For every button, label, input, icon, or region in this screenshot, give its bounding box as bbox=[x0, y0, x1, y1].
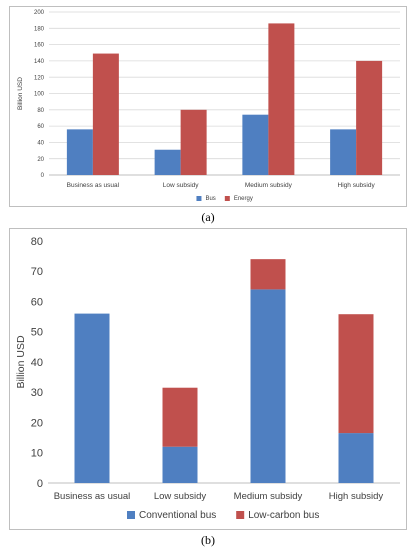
panel-label-b: (b) bbox=[201, 533, 215, 547]
chart-a-y-tick-label: 60 bbox=[37, 124, 44, 130]
chart-a-y-tick-label: 80 bbox=[37, 108, 44, 114]
chart-b-x-tick-label: High subsidy bbox=[329, 491, 384, 502]
chart-b-legend-label-0: Conventional bus bbox=[139, 510, 216, 521]
chart-a: 0 20 40 60 80 100 120 140 160 180 200 Billion USD Bu… bbox=[17, 10, 400, 202]
chart-a-x-tick-label: Business as usual bbox=[67, 182, 120, 189]
chart-a-legend-swatch-1 bbox=[224, 196, 230, 201]
chart-b-y-axis-title: Billion USD bbox=[15, 335, 27, 389]
chart-b-y-tick-label: 80 bbox=[31, 236, 43, 248]
chart-b-x-tick-label: Business as usual bbox=[54, 491, 131, 502]
chart-a-bar-bus bbox=[154, 149, 181, 175]
chart-a-y-tick-label: 120 bbox=[34, 75, 45, 81]
chart-a-bar-bus bbox=[66, 129, 93, 175]
chart-b-y-tick-label: 60 bbox=[31, 296, 43, 308]
chart-b-bar-conventional bbox=[250, 289, 286, 483]
chart-a-y-tick-label: 40 bbox=[37, 141, 44, 147]
chart-a-bar-bus bbox=[242, 114, 269, 175]
chart-a-y-tick-label: 20 bbox=[37, 157, 44, 163]
chart-b-y-tick-label: 0 bbox=[37, 478, 43, 490]
chart-b-bar-conventional bbox=[338, 433, 374, 483]
chart-b-bar-conventional bbox=[74, 313, 110, 483]
chart-b-bar-conventional bbox=[162, 446, 198, 483]
chart-b-y-tick-label: 70 bbox=[31, 266, 43, 278]
chart-a-x-tick-label: High subsidy bbox=[338, 182, 376, 189]
chart-a-bar-energy bbox=[356, 60, 383, 175]
chart-b-frame: 0 10 20 30 40 50 60 70 80 Billion USD Business as … bbox=[9, 228, 407, 530]
chart-b-y-tick-label: 20 bbox=[31, 417, 43, 429]
chart-b-x-tick-label: Medium subsidy bbox=[234, 491, 303, 502]
chart-b-legend-swatch-0 bbox=[127, 511, 135, 519]
chart-a-legend-label-1: Energy bbox=[234, 196, 253, 202]
chart-b-x-tick-label: Low subsidy bbox=[154, 491, 207, 502]
chart-b-bar-low-carbon bbox=[250, 259, 286, 290]
chart-b: 0 10 20 30 40 50 60 70 80 Billion USD Business as … bbox=[15, 236, 400, 521]
panel-label-a: (a) bbox=[201, 210, 215, 224]
chart-a-legend-swatch-0 bbox=[196, 196, 202, 201]
chart-a-y-axis-title: Billion USD bbox=[17, 77, 24, 110]
chart-b-bar-low-carbon bbox=[338, 314, 374, 434]
chart-a-y-tick-label: 100 bbox=[34, 92, 45, 98]
chart-a-y-tick-label: 140 bbox=[34, 59, 45, 65]
chart-b-y-tick-label: 30 bbox=[31, 387, 43, 399]
chart-a-y-tick-label: 200 bbox=[34, 10, 45, 16]
chart-b-y-tick-label: 40 bbox=[31, 357, 43, 369]
chart-b-legend-swatch-1 bbox=[236, 511, 245, 519]
chart-b-y-tick-label: 50 bbox=[31, 327, 43, 339]
chart-a-bar-bus bbox=[330, 129, 357, 175]
chart-a-y-tick-label: 0 bbox=[41, 173, 45, 179]
chart-a-y-tick-label: 160 bbox=[34, 43, 45, 49]
chart-b-bar-low-carbon bbox=[162, 387, 198, 447]
chart-a-bar-energy bbox=[180, 109, 207, 175]
chart-a-y-tick-label: 180 bbox=[34, 26, 45, 32]
chart-b-legend-label-1: Low-carbon bus bbox=[248, 510, 319, 521]
chart-a-bar-energy bbox=[268, 23, 295, 175]
chart-a-x-tick-label: Low subsidy bbox=[163, 182, 200, 189]
chart-a-frame: 0 20 40 60 80 100 120 140 160 180 200 Billion USD Bu… bbox=[9, 6, 407, 207]
chart-a-x-tick-label: Medium subsidy bbox=[245, 182, 293, 189]
chart-a-bar-energy bbox=[92, 53, 119, 175]
chart-b-y-tick-label: 10 bbox=[31, 448, 43, 460]
chart-a-legend-label-0: Bus bbox=[205, 196, 215, 202]
